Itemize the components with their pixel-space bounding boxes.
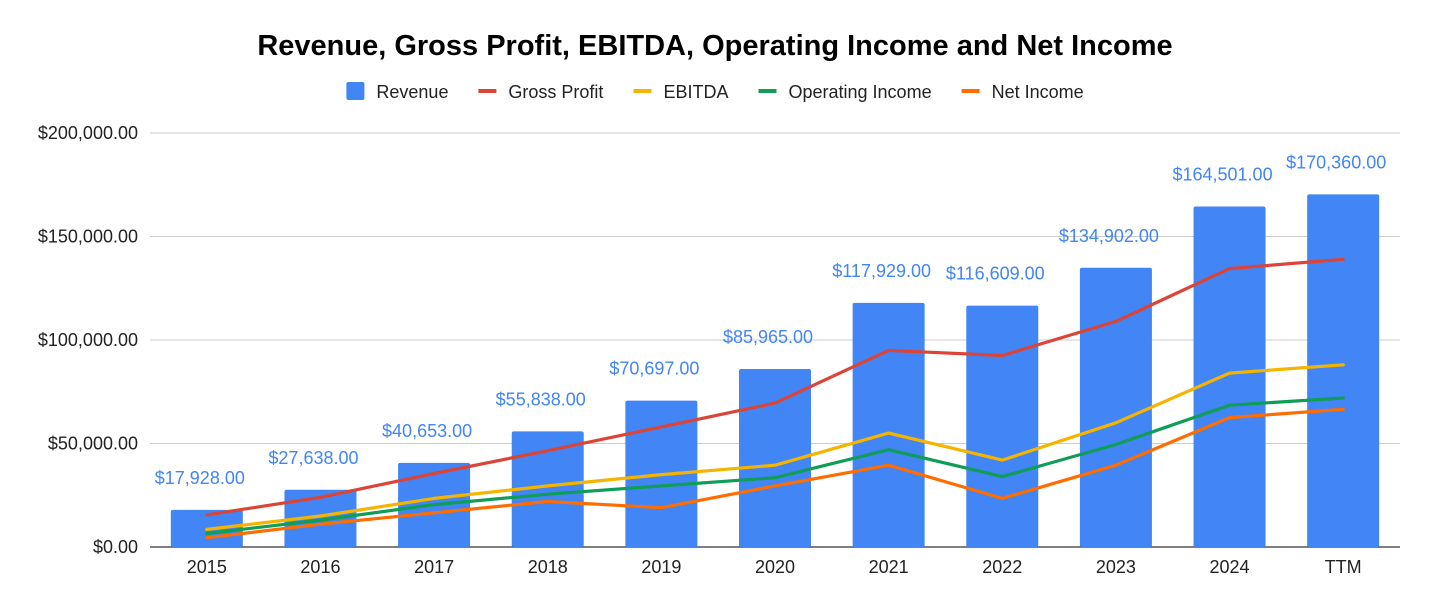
legend-item-revenue: Revenue (346, 82, 448, 102)
lines (205, 257, 1345, 540)
line-ebitda (205, 363, 1345, 532)
data-label: $27,638.00 (268, 448, 358, 468)
chart-title: Revenue, Gross Profit, EBITDA, Operating… (257, 30, 1172, 62)
legend-item-ebitda: EBITDA (633, 82, 729, 102)
data-label: $134,902.00 (1059, 226, 1159, 246)
data-labels: $17,928.00 $27,638.00 $40,653.00 $55,838.00… (155, 152, 1386, 488)
data-label: $116,609.00 (946, 264, 1045, 284)
legend-item-gross-profit: Gross Profit (478, 82, 603, 102)
data-label: $117,929.00 (832, 261, 931, 281)
x-axis: 2015 2016 2017 2018 2019 2020 2021 2022 2023 2024… (187, 557, 1362, 577)
bar-ttm (1307, 194, 1380, 547)
bars (170, 194, 1380, 548)
bar-2021 (852, 302, 925, 547)
legend-item-operating-income: Operating Income (758, 82, 932, 102)
x-tick-label: 2021 (869, 557, 909, 577)
y-tick-label: $150,000.00 (38, 227, 138, 247)
y-axis: $0.00 $50,000.00 $100,000.00 $150,000.00 $20… (38, 123, 138, 557)
bar-2022 (966, 305, 1039, 547)
legend-swatch (633, 89, 652, 93)
y-tick-label: $0.00 (93, 537, 138, 557)
legend-item-net-income: Net Income (961, 82, 1084, 102)
x-tick-label: 2017 (414, 557, 454, 577)
x-tick-label: 2015 (187, 557, 227, 577)
line-gross-profit (205, 257, 1345, 517)
legend-swatch (961, 89, 980, 93)
x-tick-label: 2019 (641, 557, 681, 577)
line-net-income (205, 407, 1345, 540)
data-label: $55,838.00 (496, 389, 586, 409)
x-tick-label: 2022 (982, 557, 1022, 577)
line-operating-income (205, 396, 1345, 536)
x-tick-label: 2018 (528, 557, 568, 577)
legend-swatch (758, 89, 777, 93)
data-label: $85,965.00 (723, 327, 813, 347)
data-label: $40,653.00 (382, 421, 472, 441)
legend-swatch (478, 89, 497, 93)
y-tick-label: $50,000.00 (48, 434, 138, 454)
legend-swatch (346, 82, 365, 100)
x-tick-label: 2024 (1210, 557, 1250, 577)
data-label: $170,360.00 (1286, 152, 1386, 172)
legend-label: EBITDA (664, 82, 729, 102)
data-label: $17,928.00 (155, 468, 245, 488)
y-tick-label: $200,000.00 (38, 123, 138, 143)
data-label: $70,697.00 (609, 359, 699, 379)
bar-2016 (284, 489, 357, 547)
x-tick-label: 2020 (755, 557, 795, 577)
bar-2023 (1079, 267, 1152, 547)
x-tick-label: 2023 (1096, 557, 1136, 577)
legend: Revenue Gross Profit EBITDA Operating Incom… (346, 82, 1084, 102)
legend-label: Net Income (992, 82, 1084, 102)
bar-2020 (739, 369, 811, 547)
legend-label: Revenue (376, 82, 448, 102)
x-tick-label: TTM (1325, 557, 1362, 577)
legend-label: Operating Income (789, 82, 932, 102)
bar-2024 (1193, 206, 1266, 548)
bar-2018 (511, 431, 584, 547)
data-label: $164,501.00 (1172, 164, 1272, 184)
y-tick-label: $100,000.00 (38, 330, 138, 350)
x-tick-label: 2016 (300, 557, 340, 577)
legend-label: Gross Profit (508, 82, 603, 102)
